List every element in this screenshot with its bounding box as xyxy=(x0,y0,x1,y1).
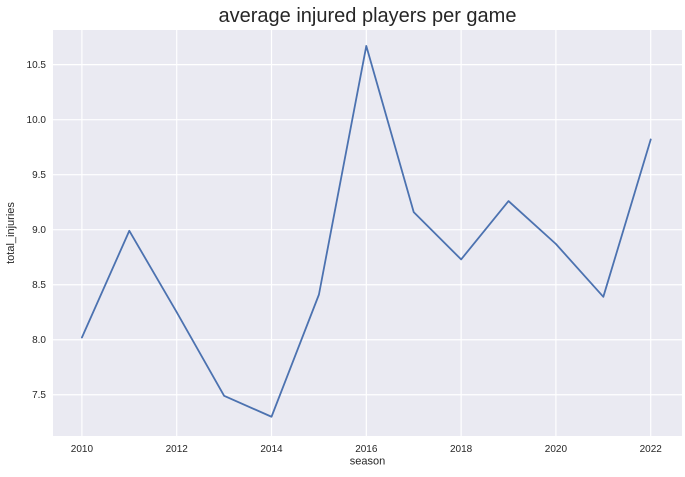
y-tick-label: 9.0 xyxy=(32,225,46,236)
y-tick-label: 10.0 xyxy=(27,115,47,126)
y-tick-label: 8.5 xyxy=(32,280,46,291)
y-tick-label: 8.0 xyxy=(32,335,46,346)
x-tick-label: 2012 xyxy=(166,444,189,455)
y-axis-label: total_injuries xyxy=(5,202,17,264)
y-tick-label: 7.5 xyxy=(32,390,46,401)
y-tick-label: 10.5 xyxy=(27,60,47,71)
x-axis-label: season xyxy=(350,456,385,468)
x-tick-label: 2020 xyxy=(545,444,568,455)
y-tick-label: 9.5 xyxy=(32,170,46,181)
plot-background xyxy=(53,30,682,436)
x-tick-label: 2016 xyxy=(355,444,378,455)
series-line-total_injuries xyxy=(81,45,652,418)
x-tick-label: 2022 xyxy=(640,444,663,455)
x-tick-label: 2018 xyxy=(450,444,473,455)
x-tick-label: 2014 xyxy=(260,444,283,455)
x-tick-label: 2010 xyxy=(71,444,94,455)
chart-title: average injured players per game xyxy=(219,5,517,27)
